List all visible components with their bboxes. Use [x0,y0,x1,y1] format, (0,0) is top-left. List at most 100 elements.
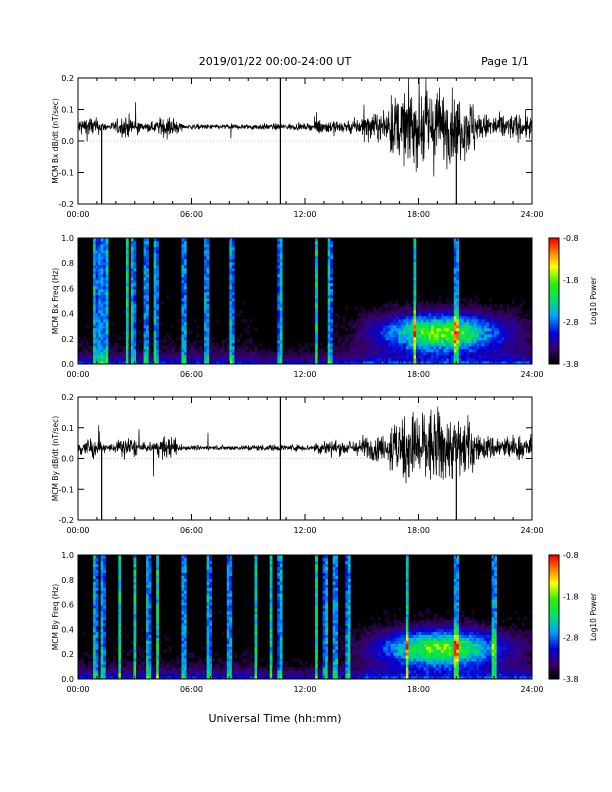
spectrogram-cell [481,325,485,329]
spectrogram-cell [143,673,147,677]
spectrogram-cell [90,661,94,665]
spectrogram-cell [118,563,122,568]
spectrogram-cell [125,307,129,311]
spectrogram-cell [93,280,96,284]
spectrogram-cell [171,349,175,353]
spectrogram-cell [146,652,149,656]
spectrogram-cell [133,560,137,565]
spectrogram-cell [471,328,475,332]
spectrogram-cell [408,334,412,338]
spectrogram-cell [499,304,503,308]
spectrogram-cell [373,307,376,311]
spectrogram-cell [484,313,487,317]
spectrogram-cell [390,304,394,308]
spectrogram-cell [183,569,187,574]
spectrogram-cell [226,658,230,662]
spectrogram-cell [451,328,455,332]
spectrogram-cell [330,280,334,284]
spectrogram-cell [332,652,336,656]
spectrogram-cell [453,304,457,308]
spectrogram-cell [95,557,99,562]
spectrogram-cell [368,358,371,362]
spectrogram-cell [191,349,195,353]
spectrogram-cell [400,328,404,332]
spectrogram-cell [393,349,397,353]
spectrogram-cell [206,259,210,263]
spectrogram-cell [509,352,513,356]
spectrogram-cell [146,667,149,671]
spectrogram-cell [373,358,376,362]
spectrogram-cell [390,334,394,338]
x-tick-label: 24:00 [520,526,543,535]
spectrogram-cell [143,661,147,665]
spectrogram-cell [315,637,318,641]
spectrogram-cell [100,361,104,365]
spectrogram-cell [113,355,117,359]
spectrogram-cell [332,676,336,680]
spectrogram-cell [363,355,366,359]
spectrogram-cell [330,265,334,269]
spectrogram-cell [395,361,399,365]
spectrogram-cell [347,649,351,653]
spectrogram-cell [284,664,288,668]
spectrogram-cell [133,596,137,600]
spectrogram-cell [181,358,185,362]
spectrogram-cell [183,295,187,299]
spectrogram-cell [325,643,328,647]
spectrogram-cell [93,250,96,254]
spectrogram-cell [521,361,525,365]
spectrogram-cell [410,334,414,338]
spectrogram-cell [279,596,283,600]
spectrogram-cell [267,355,270,359]
spectrogram-cell [310,355,313,359]
spectrogram-cell [269,661,273,665]
spectrogram-cell [226,661,230,665]
spectrogram-cell [231,316,235,320]
spectrogram-cell [95,325,99,329]
spectrogram-cell [297,355,301,359]
spectrogram-cell [95,625,99,630]
spectrogram-cell [206,584,210,588]
spectrogram-cell [436,358,439,362]
spectrogram-cell [410,361,414,365]
spectrogram-cell [226,560,230,565]
spectrogram-cell [100,643,104,647]
spectrogram-cell [146,349,149,353]
spectrogram-cell [143,670,147,674]
spectrogram-cell [257,664,260,668]
spectrogram-cell [277,310,281,314]
spectrogram-cell [335,355,339,359]
spectrogram-cell [297,670,301,674]
spectrogram-cell [496,313,500,317]
spectrogram-cell [133,611,137,615]
spectrogram-cell [244,346,248,350]
spectrogram-cell [378,337,381,341]
spectrogram-cell [146,628,149,633]
spectrogram-cell [506,325,510,329]
spectrogram-cell [322,358,326,362]
spectrogram-cell [181,238,185,242]
spectrogram-cell [194,346,197,350]
colorbar-cell [549,292,559,295]
spectrogram-cell [357,652,361,656]
spectrogram-cell [90,670,94,674]
spectrogram-cell [509,349,513,353]
spectrogram-cell [385,322,389,326]
spectrogram-cell [413,292,417,296]
spectrogram-cell [206,271,210,275]
spectrogram-cell [279,298,283,302]
spectrogram-cell [378,361,381,365]
spectrogram-cell [221,349,225,353]
spectrogram-cell [231,322,235,326]
spectrogram-cell [183,262,187,266]
spectrogram-cell [514,361,518,365]
spectrogram-cell [390,340,394,344]
spectrogram-cell [335,349,339,353]
spectrogram-cell [130,319,134,323]
spectrogram-cell [365,349,369,353]
spectrogram-cell [133,337,137,341]
spectrogram-cell [83,673,86,677]
spectrogram-cell [183,241,187,245]
spectrogram-cell [378,358,381,362]
spectrogram-cell [183,587,187,591]
